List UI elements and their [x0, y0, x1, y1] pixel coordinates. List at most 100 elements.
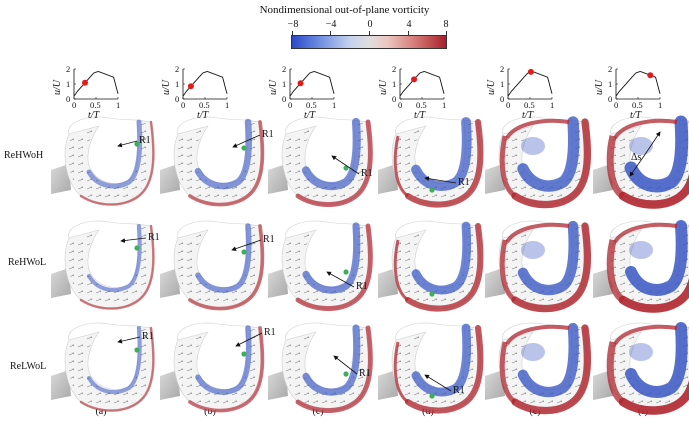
- vortex-blob: [521, 241, 545, 259]
- velocity-vectors: [610, 328, 689, 408]
- r1-label: R1: [148, 232, 160, 243]
- negative-vorticity-layer: [625, 220, 688, 296]
- inset-xtick-label: 1: [550, 100, 555, 110]
- r1-arrow: [117, 336, 141, 344]
- r1-label: R1: [453, 385, 465, 396]
- inset-ytick-label: 2: [608, 64, 613, 74]
- negative-vorticity-layer: [411, 323, 472, 397]
- positive-vorticity-layer: [188, 326, 265, 413]
- inset-waveform-curve: [289, 71, 335, 97]
- positive-vorticity-layer: [606, 239, 626, 303]
- inset-waveform: [73, 68, 119, 100]
- positive-vorticity-layer: [618, 120, 689, 209]
- inset-ytick-label: 2: [175, 64, 180, 74]
- negative-vorticity-layer: [195, 325, 252, 395]
- negative-vorticity-layer: [302, 222, 361, 294]
- negative-vorticity-layer: [194, 118, 252, 190]
- colorbar-tick-mark: [446, 31, 447, 35]
- inset-xtick-label: 0.5: [199, 100, 210, 110]
- positive-vorticity-layer: [79, 120, 155, 206]
- vortex-core-r1: [429, 187, 435, 193]
- positive-vorticity-layer: [618, 224, 689, 313]
- r1-arrow: [117, 140, 138, 148]
- r1-label: R1: [361, 168, 373, 179]
- colorbar-title: Nondimensional out-of-plane vorticity: [259, 4, 430, 16]
- inset-xtick-label: 0.5: [632, 100, 643, 110]
- wall-region: [268, 370, 288, 400]
- inset-xtick-label: 0.5: [524, 100, 535, 110]
- inset-waveform-curve: [399, 71, 445, 97]
- phase-marker: [527, 68, 534, 75]
- delta-s-arrow: [643, 131, 661, 157]
- inset-ytick-label: 1: [608, 79, 613, 89]
- r1-label: R1: [262, 129, 274, 140]
- vorticity-panel: [268, 220, 373, 311]
- column-label-a: (a): [95, 406, 107, 417]
- negative-vorticity-layer: [86, 119, 143, 189]
- inset-xtick-label: 0: [72, 100, 77, 110]
- vorticity-panel: [51, 116, 155, 206]
- inset-ytick-label: 0: [175, 94, 180, 104]
- vorticity-panel: [378, 116, 484, 208]
- colorbar-tick-label: −8: [287, 19, 299, 30]
- negative-vorticity-layer: [195, 223, 252, 293]
- colorbar-tick-label: 0: [367, 19, 373, 30]
- vorticity-panel: [160, 322, 265, 413]
- inset-waveform: [182, 68, 228, 100]
- inset-xlabel: t/T: [88, 110, 100, 121]
- r1-arrow: [231, 239, 262, 251]
- inset-xlabel: t/T: [197, 110, 209, 121]
- vorticity-panel: [51, 220, 155, 310]
- positive-vorticity-layer: [613, 118, 678, 140]
- velocity-vectors: [610, 122, 689, 202]
- vortex-core-r1: [429, 393, 435, 399]
- inset-ytick-label: 0: [282, 94, 287, 104]
- positive-vorticity-layer: [618, 326, 689, 415]
- phase-marker: [297, 80, 304, 87]
- inset-ytick-label: 0: [66, 94, 71, 104]
- inset-xtick-label: 1: [442, 100, 447, 110]
- vortex-core-r1: [134, 141, 140, 147]
- negative-vorticity-layer: [624, 115, 689, 193]
- velocity-vectors: [610, 226, 689, 306]
- inset-ytick-label: 1: [175, 79, 180, 89]
- vorticity-panel: [160, 220, 265, 311]
- inset-xtick-label: 0.5: [90, 100, 101, 110]
- inset-xtick-label: 0: [614, 100, 619, 110]
- inset-xtick-label: 0: [506, 100, 511, 110]
- inset-ytick-label: 1: [392, 79, 397, 89]
- r1-arrow: [331, 155, 360, 175]
- vortex-core-r1: [343, 165, 349, 171]
- vortex-blob: [629, 343, 653, 361]
- vorticity-panel: [268, 116, 373, 207]
- r1-arrow: [235, 332, 263, 347]
- r1-label: R1: [458, 177, 470, 188]
- vortex-core-r1: [241, 249, 247, 255]
- vorticity-panel: [378, 220, 484, 312]
- r1-label: R1: [264, 327, 276, 338]
- positive-vorticity-layer: [295, 325, 373, 413]
- wall-region: [268, 268, 288, 298]
- positive-vorticity-layer: [613, 222, 678, 244]
- wall-region: [160, 164, 180, 194]
- vortex-core-r1: [241, 145, 247, 151]
- positive-vorticity-layer: [499, 341, 517, 405]
- wall-region: [160, 370, 180, 400]
- colorbar-tick-mark: [292, 31, 293, 35]
- r1-arrow: [333, 355, 358, 375]
- inset-xtick-label: 0.5: [416, 100, 427, 110]
- inset-xtick-label: 1: [658, 100, 663, 110]
- wall-region: [378, 370, 398, 400]
- vortex-blob: [521, 343, 545, 361]
- inset-waveform: [507, 68, 553, 100]
- positive-vorticity-layer: [393, 135, 409, 198]
- row-label-rehwol: ReHWoL: [8, 257, 47, 268]
- positive-vorticity-layer: [505, 118, 570, 140]
- vorticity-panel: [593, 115, 689, 209]
- colorbar-tick-mark: [369, 31, 370, 35]
- positive-vorticity-layer: [404, 324, 484, 414]
- negative-vorticity-layer: [411, 117, 472, 191]
